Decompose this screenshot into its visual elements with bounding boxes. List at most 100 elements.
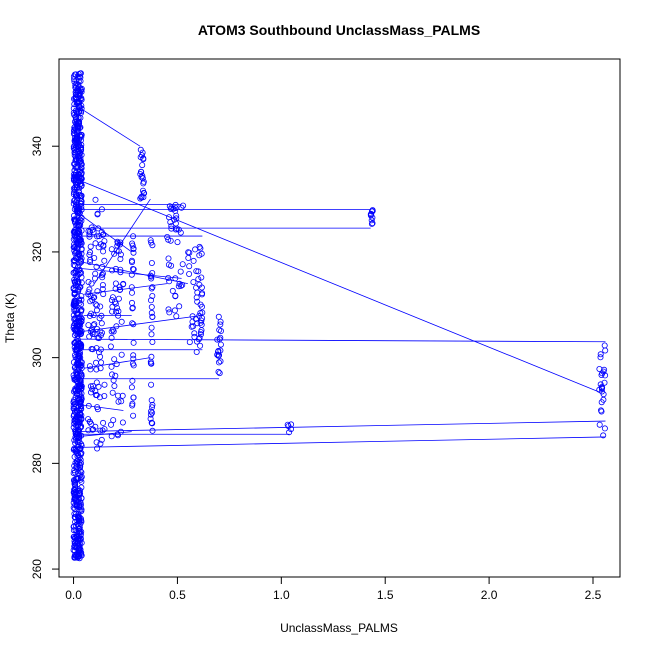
data-point: [602, 372, 609, 379]
data-point: [71, 405, 78, 412]
data-point: [141, 190, 148, 197]
data-points: [70, 70, 609, 562]
data-point: [71, 258, 78, 265]
data-point: [76, 495, 83, 502]
data-point: [88, 345, 95, 352]
data-point: [77, 307, 84, 314]
data-point: [190, 323, 197, 330]
data-point: [86, 418, 93, 425]
data-point: [113, 361, 120, 368]
data-point: [148, 381, 155, 388]
data-point: [72, 408, 79, 415]
data-point: [77, 468, 84, 475]
data-point: [72, 446, 79, 453]
data-point: [71, 554, 78, 561]
data-point: [147, 237, 154, 244]
connecting-line: [73, 177, 600, 393]
data-point: [98, 436, 105, 443]
data-point: [148, 275, 155, 282]
y-axis-label: Theta (K): [3, 293, 17, 343]
data-point: [76, 439, 83, 446]
data-point: [598, 371, 605, 378]
data-point: [70, 402, 77, 409]
data-point: [197, 309, 204, 316]
data-point: [172, 292, 179, 299]
connecting-lines: [73, 103, 606, 448]
data-point: [94, 325, 101, 332]
data-point: [108, 328, 115, 335]
data-point: [171, 307, 178, 314]
data-point: [130, 266, 137, 273]
data-point: [148, 259, 155, 266]
data-point: [72, 440, 79, 447]
data-point: [107, 343, 114, 350]
data-point: [97, 353, 104, 360]
data-point: [73, 436, 80, 443]
data-point: [166, 278, 173, 285]
data-point: [72, 262, 79, 269]
data-point: [78, 200, 85, 207]
data-point: [174, 239, 181, 246]
data-point: [190, 257, 197, 264]
data-point: [70, 413, 77, 420]
data-point: [108, 433, 115, 440]
data-point: [72, 386, 79, 393]
y-tick-label: 340: [30, 136, 44, 156]
data-point: [95, 335, 102, 342]
data-point: [113, 323, 120, 330]
data-point: [196, 243, 203, 250]
data-point: [130, 245, 137, 252]
data-point: [70, 470, 77, 477]
data-point: [74, 311, 81, 318]
y-tick-label: 260: [30, 559, 44, 579]
data-point: [94, 210, 101, 217]
data-point: [75, 205, 82, 212]
data-point: [70, 527, 77, 534]
data-point: [73, 378, 80, 385]
data-point: [214, 351, 221, 358]
data-point: [130, 352, 137, 359]
data-point: [78, 161, 85, 168]
data-point: [71, 71, 78, 78]
data-point: [108, 246, 115, 253]
data-point: [168, 262, 175, 269]
data-point: [119, 392, 126, 399]
data-point: [149, 427, 156, 434]
data-point: [87, 259, 94, 266]
data-point: [93, 302, 100, 309]
connecting-line: [93, 198, 151, 284]
data-point: [596, 365, 603, 372]
data-point: [117, 241, 124, 248]
data-point: [114, 305, 121, 312]
data-point: [71, 206, 78, 213]
data-point: [97, 440, 104, 447]
data-point: [148, 324, 155, 331]
data-point: [71, 172, 78, 179]
data-point: [74, 212, 81, 219]
data-point: [70, 269, 77, 276]
data-point: [140, 178, 147, 185]
data-point: [120, 280, 127, 287]
data-point: [76, 253, 83, 260]
data-point: [72, 233, 79, 240]
data-point: [172, 275, 179, 282]
data-point: [91, 254, 98, 261]
data-point: [76, 209, 83, 216]
data-point: [70, 191, 77, 198]
x-axis: 0.0 0.5 1.0 1.5 2.0 2.5: [65, 576, 602, 602]
data-point: [78, 301, 85, 308]
data-point: [77, 341, 84, 348]
data-point: [149, 401, 156, 408]
data-point: [176, 303, 183, 310]
data-point: [601, 379, 608, 386]
data-point: [76, 418, 83, 425]
data-point: [217, 321, 224, 328]
data-point: [70, 130, 77, 137]
data-point: [110, 377, 117, 384]
data-point: [89, 296, 96, 303]
data-point: [71, 247, 78, 254]
data-point: [98, 332, 105, 339]
data-point: [71, 316, 78, 323]
data-point: [72, 226, 79, 233]
